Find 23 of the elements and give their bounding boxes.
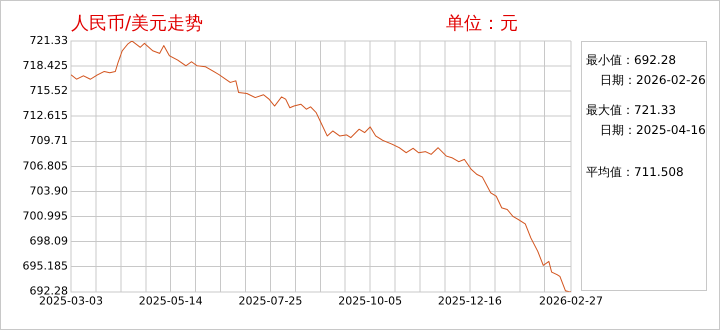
x-tick-label: 2025-07-25: [238, 294, 302, 308]
text: 平均值：711.508: [586, 164, 684, 181]
y-tick-label: 712.615: [22, 109, 68, 122]
y-tick-label: 706.805: [22, 159, 68, 172]
y-tick-label: 709.71: [30, 134, 68, 148]
text: 日期：2026-02-26: [600, 72, 706, 89]
y-tick-label: 695.185: [22, 260, 68, 273]
text: 最大值：721.33: [586, 102, 676, 119]
x-tick-label: 2025-10-05: [338, 294, 402, 308]
chart-title: 人民币/美元走势: [71, 12, 204, 35]
text: 最小值：692.28: [586, 52, 676, 69]
text: 日期：2025-04-16: [600, 122, 706, 139]
text: 单位：元: [446, 12, 518, 35]
y-tick-label: 715.52: [30, 84, 68, 98]
x-tick-label: 2025-12-16: [438, 294, 502, 308]
x-tick-label: 2025-05-14: [138, 294, 203, 308]
y-tick-label: 703.90: [30, 184, 68, 198]
y-tick-label: 700.995: [22, 209, 68, 222]
y-tick-label: 721.33: [30, 34, 68, 47]
y-tick-label: 698.09: [30, 234, 68, 248]
x-tick-label: 2025-03-03: [39, 294, 103, 308]
x-tick-label: 2026-02-27: [539, 294, 603, 308]
y-tick-label: 718.425: [22, 58, 68, 72]
